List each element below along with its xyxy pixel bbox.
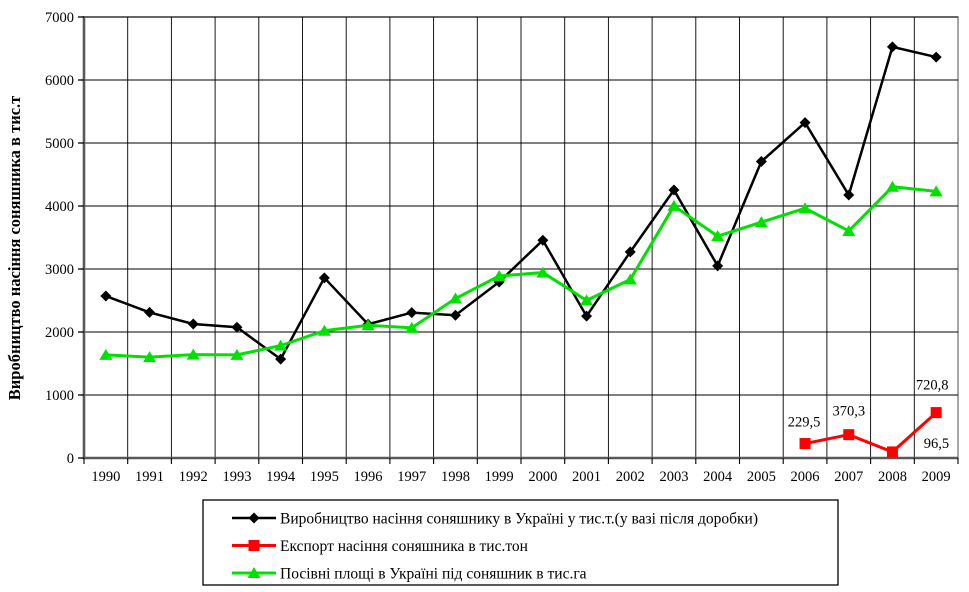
legend-marker-square [248,540,260,551]
x-tick-label: 1998 [441,469,470,485]
x-tick-label: 1990 [91,469,120,485]
data-point-marker [930,51,942,63]
axes [78,16,959,464]
data-point-marker [274,339,288,351]
data-point-marker [186,348,200,360]
data-point-marker [886,446,898,458]
data-point-marker [449,309,461,321]
data-point-marker [318,272,330,284]
series-line [804,411,938,454]
data-point-marker [581,310,593,322]
data-point-marker [144,306,156,318]
x-tick-label: 2008 [878,469,907,485]
data-point-marker [799,117,811,129]
data-label: 96,5 [924,436,949,452]
data-point-marker [143,351,157,363]
x-tick-label: 1992 [179,469,208,485]
data-point-marker [624,246,636,258]
x-tick-label: 1999 [485,469,514,485]
legend: Виробництво насіння соняшнику в Україні … [202,499,839,586]
data-label: 720,8 [916,378,949,394]
x-tick-label: 1995 [310,469,339,485]
y-tick-label: 4000 [45,199,74,215]
series-line [105,45,937,362]
data-point-marker [100,290,112,302]
data-point-marker [406,307,418,319]
legend-box [202,499,839,586]
data-point-marker [187,318,199,330]
data-point-marker [930,407,942,419]
x-tick-label: 2001 [572,469,601,485]
y-tick-label: 3000 [45,262,74,278]
legend-item: Експорт насіння соняшника в тис.тон [232,538,528,555]
data-point-marker [99,348,113,360]
data-point-marker [536,266,550,278]
series-1: 229,5 370,3 96,5 720,8 [788,378,949,458]
data-point-marker [711,230,725,242]
x-tick-label: 2002 [616,469,645,485]
y-tick-label: 6000 [45,73,74,89]
data-point-marker [537,234,549,246]
data-point-marker [361,319,375,331]
x-tick-label: 2006 [791,469,820,485]
x-tick-label: 1993 [222,469,251,485]
data-point-marker [712,260,724,272]
y-tick-label: 0 [67,451,74,467]
data-point-marker [886,41,898,53]
data-point-marker [230,348,244,360]
y-tick-label: 7000 [45,10,74,26]
legend-label: Експорт насіння соняшника в тис.тон [280,538,528,555]
x-tick-label: 1997 [397,469,426,485]
data-point-marker [798,202,812,214]
x-tick-label: 1994 [266,469,296,485]
data-point-marker [231,321,243,333]
data-point-marker [317,324,331,336]
legend-label: Посівні площі в Україні під соняшник в т… [280,566,587,583]
data-point-marker [405,321,419,333]
data-point-marker [885,180,899,192]
legend-label: Виробництво насіння соняшнику в Україні … [280,511,758,528]
x-tick-label: 2000 [528,469,557,485]
data-point-marker [580,294,594,306]
data-point-marker [448,292,462,304]
data-point-marker [754,216,768,228]
x-tick-label: 2009 [922,469,951,485]
x-tick-label: 2005 [747,469,776,485]
y-tick-label: 1000 [45,388,74,404]
legend-item: Посівні площі в Україні під соняшник в т… [232,566,587,583]
x-tick-label: 2003 [659,469,688,485]
data-point-marker [843,429,855,441]
data-point-marker [668,184,680,196]
gridlines [84,16,958,458]
data-label: 229,5 [788,415,821,431]
x-tick-label: 2004 [703,469,733,485]
x-tick-label: 2007 [834,469,863,485]
data-point-marker [275,353,287,365]
data-point-marker [492,269,506,281]
y-tick-label: 2000 [45,325,74,341]
data-point-marker [755,156,767,168]
y-axis-title: Виробництво насіння соняшника в тис.т [5,96,24,401]
legend-marker-diamond [248,512,260,524]
axis-labels: 0 1000 2000 3000 4000 5000 6000 7000 1990 1991 199… [45,10,951,485]
series-line [105,185,937,359]
x-tick-label: 1996 [354,469,383,485]
data-point-marker [667,199,681,211]
data-label: 370,3 [832,404,865,420]
data-point-marker [929,185,943,197]
data-point-marker [799,438,811,450]
x-tick-label: 1991 [135,469,164,485]
y-tick-label: 5000 [45,136,74,152]
legend-marker-triangle [247,567,261,578]
series-2 [99,180,943,363]
data-point-marker [623,273,637,285]
data-point-marker [842,224,856,236]
legend-item: Виробництво насіння соняшнику в Україні … [232,511,758,528]
data-point-marker [843,189,855,201]
